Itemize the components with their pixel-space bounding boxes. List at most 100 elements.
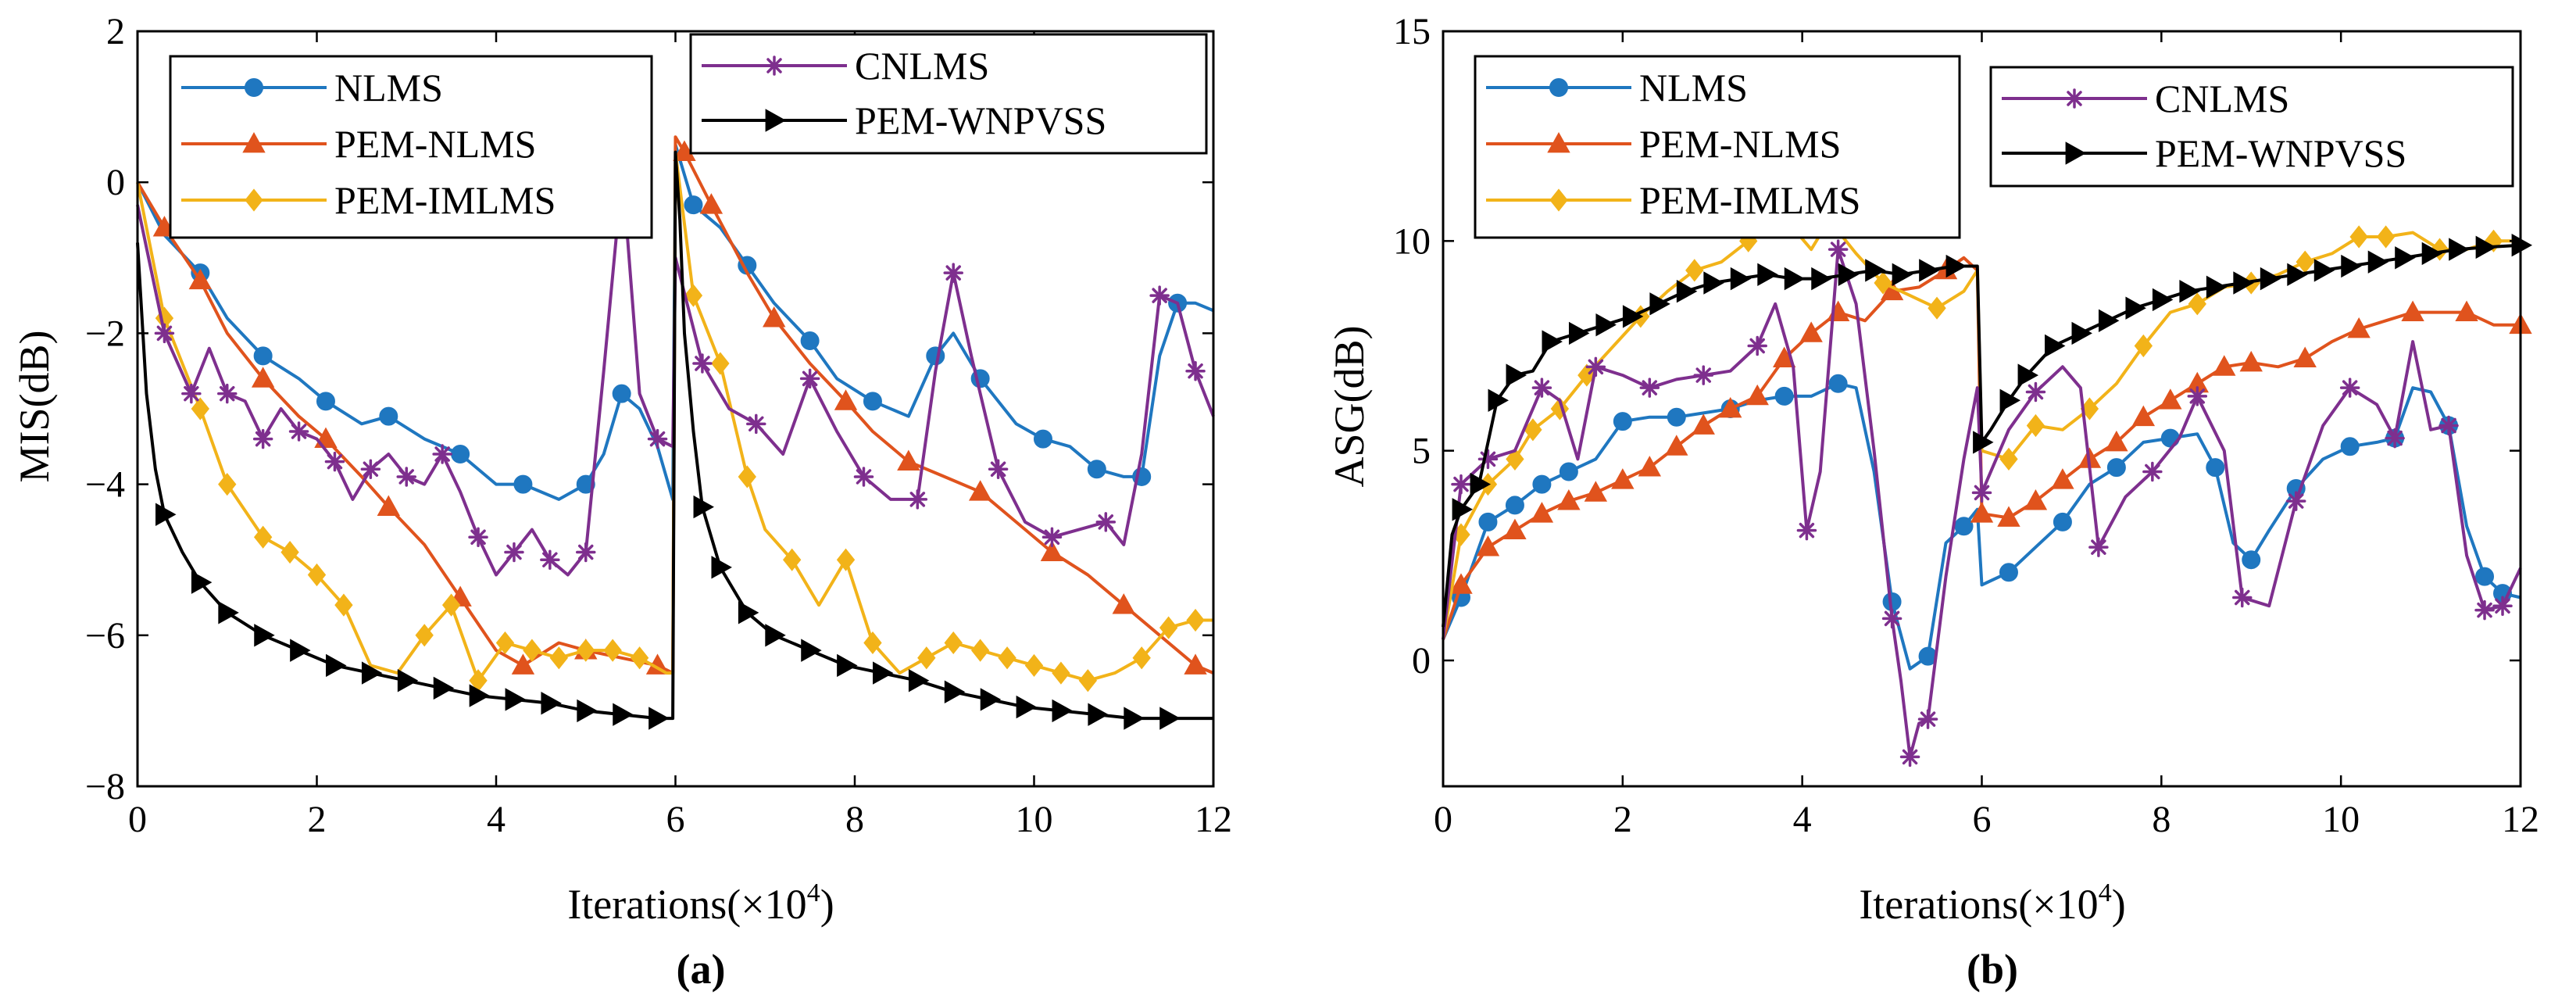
y-tick-label: 0 — [106, 162, 125, 203]
series-marker — [1874, 271, 1892, 295]
series-marker — [2098, 309, 2120, 332]
series-marker — [191, 571, 213, 594]
series-marker — [1774, 386, 1794, 406]
series-marker — [1478, 512, 1498, 531]
series-marker — [290, 639, 311, 662]
series-marker — [1745, 384, 1769, 406]
series-marker — [316, 392, 335, 411]
legend-marker — [1549, 78, 1568, 97]
series-marker — [2206, 275, 2228, 299]
series-marker — [943, 263, 963, 283]
legend-item-pem-wnpvss: PEM-WNPVSS — [2002, 131, 2406, 175]
legend-frame — [1989, 66, 2514, 188]
series-marker — [2105, 430, 2128, 452]
series-marker — [801, 639, 822, 662]
series-marker — [2287, 263, 2308, 286]
series-marker — [1488, 388, 1510, 412]
series-marker — [577, 699, 598, 723]
series-marker — [288, 421, 309, 442]
legend-marker — [242, 131, 266, 153]
series-marker — [2449, 238, 2470, 261]
series-marker — [1559, 462, 1578, 481]
series-marker — [191, 397, 210, 420]
series-marker — [1052, 661, 1070, 685]
series-marker — [1899, 746, 1920, 768]
series-marker — [2131, 405, 2156, 427]
series-marker — [1693, 365, 1714, 385]
series-marker — [2232, 587, 2253, 608]
series-marker — [253, 525, 273, 549]
series-marker — [1159, 616, 1178, 639]
series-marker — [441, 593, 461, 617]
series-marker — [1919, 259, 1940, 282]
series-marker — [181, 383, 202, 404]
legend-marker — [2065, 141, 2087, 165]
legend-item-cnlms: CNLMS — [702, 44, 989, 88]
series-marker — [549, 646, 569, 670]
chart-panel-b: ASG(dB) Iterations(×104) (b) 0 2 4 6 8 10 12 0 5… — [1326, 11, 2539, 993]
series-marker — [1016, 695, 1038, 719]
series-marker — [1703, 271, 1724, 295]
series-marker — [2376, 225, 2396, 249]
series-marker — [738, 601, 759, 624]
series-marker — [673, 140, 696, 161]
series-marker — [396, 467, 416, 487]
legend-item-pem-nlms: PEM-NLMS — [181, 122, 536, 166]
series-marker — [1622, 305, 1644, 328]
series-marker — [2188, 292, 2206, 316]
x-axis-label-a: Iterations(×104) — [567, 879, 834, 928]
series-marker — [576, 474, 595, 494]
legend-label: PEM-IMLMS — [1639, 178, 1860, 222]
series-marker — [361, 661, 383, 685]
series-marker — [1506, 447, 1524, 471]
series-marker — [2421, 242, 2443, 266]
series-marker — [970, 639, 990, 662]
series-marker — [2187, 386, 2208, 406]
series-marker — [415, 624, 434, 647]
panel-label-b: (b) — [1967, 946, 2018, 993]
x-tick-label: 2 — [308, 799, 327, 840]
series-marker — [1185, 360, 1206, 381]
series-marker — [1999, 447, 2018, 471]
series-marker — [998, 646, 1016, 670]
series-pem-wnpvss — [1442, 234, 2533, 628]
legend-marker — [1549, 188, 1568, 212]
series-marker — [799, 368, 820, 389]
series-marker — [1531, 378, 1552, 398]
series-marker — [1503, 518, 1527, 540]
series-marker — [1719, 396, 1742, 418]
series-marker — [782, 548, 802, 571]
series-marker — [917, 646, 936, 670]
series-marker — [1052, 699, 1073, 723]
series-marker — [577, 639, 595, 662]
series-marker — [1095, 512, 1117, 532]
series-marker — [2088, 537, 2109, 557]
series-marker — [1506, 363, 1527, 387]
series-line — [1442, 381, 2521, 671]
x-tick-label: 0 — [1434, 799, 1452, 840]
series-marker — [154, 323, 175, 344]
legend-box-2: CNLMS PEM-WNPVSS — [1989, 66, 2514, 188]
series-marker — [1040, 540, 1064, 561]
legend-item-nlms: NLMS — [181, 66, 443, 109]
series-marker — [155, 503, 177, 526]
series-marker — [800, 331, 820, 351]
series-marker — [513, 474, 533, 494]
legend-marker — [765, 109, 787, 132]
series-marker — [218, 601, 239, 624]
series-marker — [397, 669, 419, 692]
series-marker — [1997, 506, 2020, 527]
series-marker — [2455, 300, 2478, 321]
series-marker — [1747, 335, 1767, 356]
series-marker — [836, 548, 856, 571]
series-marker — [379, 406, 398, 426]
series-marker — [1557, 489, 1581, 510]
series-marker — [1505, 496, 1524, 515]
series-marker — [1865, 259, 1886, 282]
series-marker — [968, 480, 992, 501]
series-marker — [433, 676, 455, 700]
series-marker — [576, 542, 596, 563]
series-marker — [451, 444, 470, 463]
series-marker — [2017, 363, 2039, 387]
series-marker — [1892, 263, 1913, 286]
